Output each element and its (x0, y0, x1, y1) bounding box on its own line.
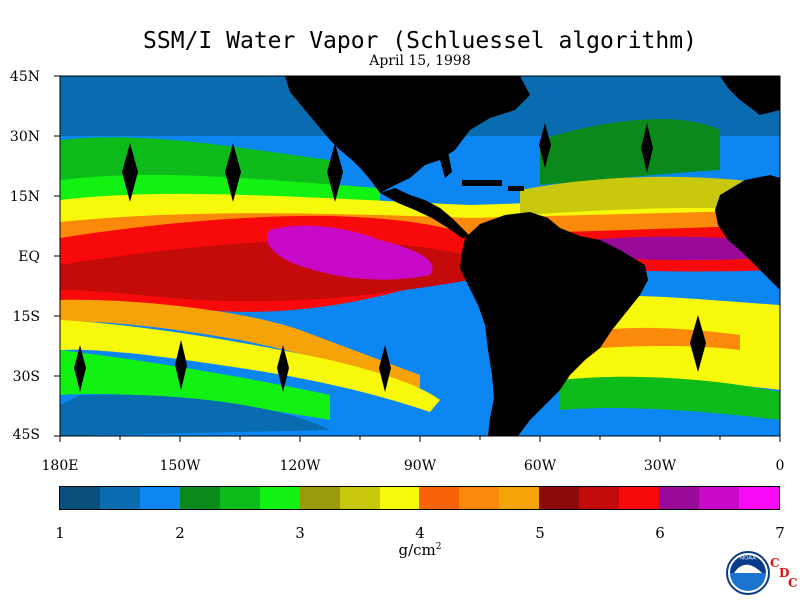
lat-label-45n: 45N (9, 69, 40, 85)
central-america (380, 188, 470, 238)
natl-yellow (520, 176, 780, 215)
lon-ticks (59, 436, 781, 442)
colorbar-segment-10 (419, 487, 460, 509)
natl-green (540, 119, 720, 185)
colorbar-tick-6: 6 (655, 524, 665, 542)
map-title: SSM/I Water Vapor (Schluessel algorithm) (143, 28, 697, 54)
lon-label-150w: 150W (159, 458, 201, 474)
colorbar-segment-18 (738, 487, 779, 509)
gap-marker (122, 143, 138, 202)
colorbar-segment-17 (699, 487, 739, 509)
florida (440, 152, 452, 178)
atlantic-magenta (590, 236, 760, 261)
greenland-edge (720, 76, 780, 115)
units-exponent: 2 (435, 542, 442, 552)
africa (715, 175, 780, 290)
south-dry (60, 394, 330, 436)
lat-ticks (54, 75, 60, 437)
cdc-letter-c2: C (788, 576, 798, 590)
lon-label-60w: 60W (523, 458, 557, 474)
colorbar (59, 486, 780, 510)
units-label: g/cm2 (360, 541, 480, 559)
lat-label-eq: EQ (18, 249, 40, 265)
colorbar-tick-3: 3 (295, 524, 305, 542)
north-america (285, 76, 530, 193)
lon-label-30w: 30W (643, 458, 677, 474)
cdc-letter-c1: C (770, 556, 780, 570)
colorbar-tick-1: 1 (55, 524, 65, 542)
lat-label-45s: 45S (12, 427, 40, 443)
lon-label-120w: 120W (279, 458, 321, 474)
colorbar-segment-11 (459, 487, 500, 509)
gap-marker (327, 143, 343, 202)
noaa-logo: NOAA (726, 551, 770, 595)
gap-marker (379, 345, 391, 392)
colorbar-tick-2: 2 (175, 524, 185, 542)
itcz-magenta (266, 225, 433, 280)
lat-label-15n: 15N (9, 189, 40, 205)
colorbar-tick-7: 7 (775, 524, 785, 542)
colorbar-segment-4 (179, 487, 220, 509)
colorbar-segment-2 (99, 487, 140, 509)
gap-marker (175, 340, 187, 390)
south-yellow-band (60, 320, 440, 412)
colorbar-tick-5: 5 (535, 524, 545, 542)
lon-label-180e: 180E (41, 458, 79, 474)
lon-label-0: 0 (775, 458, 785, 474)
south-america (460, 212, 648, 436)
colorbar-tick-4: 4 (415, 524, 425, 542)
gap-marker (277, 345, 289, 392)
lat-label-15s: 15S (12, 309, 40, 325)
satl-green (560, 376, 780, 420)
colorbar-segment-7 (299, 487, 340, 509)
south-green-band (60, 350, 330, 420)
colorbar-segment-1 (60, 487, 100, 509)
south-orange-band (60, 299, 420, 388)
colorbar-segment-6 (259, 487, 300, 509)
noaa-logo-text: NOAA (740, 556, 756, 562)
colorbar-segment-8 (339, 487, 380, 509)
units-text: g/cm (398, 541, 436, 559)
colorbar-segment-12 (499, 487, 540, 509)
lat-label-30s: 30S (12, 369, 40, 385)
gap-marker (690, 315, 706, 372)
colorbar-segment-3 (139, 487, 180, 509)
gap-marker (539, 123, 551, 168)
colorbar-segment-9 (379, 487, 420, 509)
gap-marker (74, 345, 86, 392)
lon-label-90w: 90W (403, 458, 437, 474)
colorbar-segment-14 (579, 487, 620, 509)
cdc-letter-d: D (779, 566, 790, 580)
colorbar-segment-15 (619, 487, 660, 509)
lat-label-30n: 30N (9, 129, 40, 145)
water-vapor-map (54, 75, 781, 442)
colorbar-segment-13 (539, 487, 580, 509)
colorbar-segment-5 (219, 487, 260, 509)
gap-marker (641, 123, 653, 173)
cdc-logo: C D C (770, 556, 798, 592)
map-date: April 15, 1998 (369, 53, 471, 69)
colorbar-segment-16 (659, 487, 699, 509)
gap-marker (225, 143, 241, 202)
